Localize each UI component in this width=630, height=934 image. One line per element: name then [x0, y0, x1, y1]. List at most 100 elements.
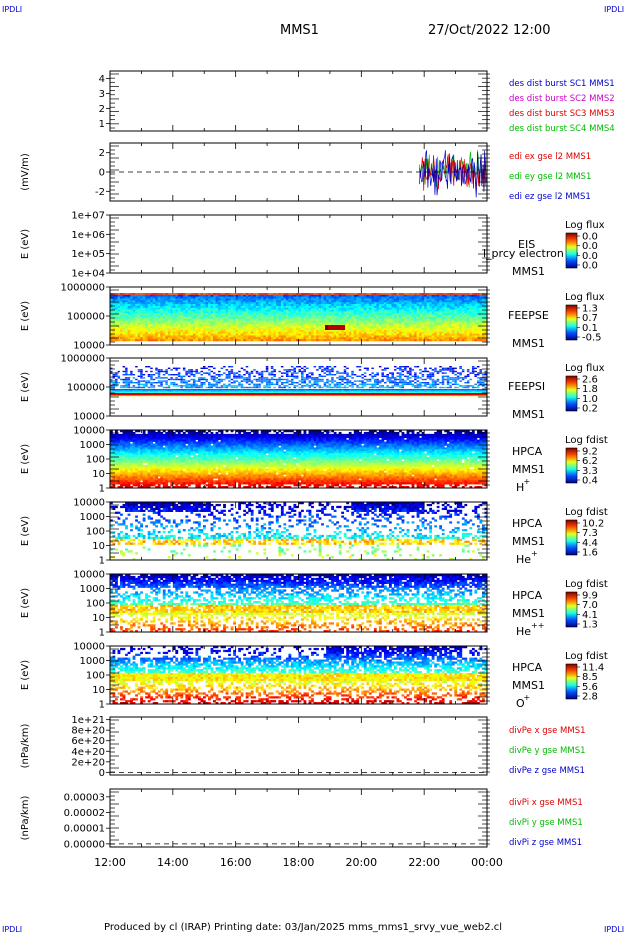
heat-cell — [130, 305, 133, 309]
heat-cell — [195, 293, 199, 296]
heat-cell — [363, 300, 367, 303]
heat-cell — [306, 305, 309, 309]
heat-cell — [223, 366, 226, 368]
heat-cell — [258, 329, 262, 333]
heat-cell — [145, 366, 148, 368]
heat-cell — [167, 317, 171, 320]
heat-cell — [157, 311, 161, 314]
heat-cell — [208, 366, 211, 368]
heat-cell — [444, 304, 448, 307]
heat-cell — [471, 331, 475, 334]
heat-cell — [441, 298, 445, 301]
heat-cell — [348, 315, 352, 318]
heat-cell — [192, 335, 196, 338]
heat-cell — [180, 296, 184, 299]
heat-cell — [323, 311, 327, 314]
heat-cell — [288, 320, 292, 323]
heat-cell — [298, 315, 302, 318]
heat-cell — [476, 311, 480, 314]
heat-cell — [150, 296, 154, 299]
heat-cell — [278, 339, 282, 342]
heat-cell — [444, 293, 448, 296]
heat-cell — [348, 335, 352, 338]
y-tick-label: -2 — [95, 187, 105, 198]
heat-cell — [388, 309, 392, 312]
heat-cell — [230, 317, 234, 320]
heat-cell — [228, 307, 231, 310]
heat-cell — [436, 294, 440, 297]
heat-cell — [220, 329, 224, 333]
heat-cell — [328, 322, 332, 325]
heat-cell — [399, 315, 402, 318]
heat-cell — [250, 329, 254, 333]
heat-cell — [421, 318, 425, 321]
heat-cell — [202, 366, 206, 368]
heat-cell — [258, 309, 262, 312]
legend-entry: edi ez gse l2 MMS1 — [509, 192, 591, 202]
heat-cell — [436, 315, 440, 318]
heat-cell — [190, 300, 194, 303]
heat-cell — [125, 293, 128, 296]
heat-cell — [401, 304, 405, 307]
heat-cell — [190, 305, 194, 309]
heat-cell — [255, 315, 259, 318]
heat-cell — [311, 328, 314, 331]
heat-cell — [210, 337, 214, 340]
heat-cell — [202, 326, 206, 329]
heat-cell — [280, 309, 284, 312]
heat-cell — [152, 390, 156, 392]
heat-cell — [165, 339, 169, 342]
heat-cell — [225, 395, 229, 397]
heat-cell — [293, 313, 297, 316]
heat-cell — [175, 311, 179, 314]
heat-cell — [373, 329, 377, 333]
heat-cell — [210, 331, 214, 334]
heat-cell — [275, 318, 279, 321]
heat-cell — [273, 293, 277, 296]
heat-cell — [192, 304, 196, 307]
heat-cell — [142, 311, 146, 314]
heat-cell — [208, 318, 211, 321]
heat-cell — [220, 326, 224, 329]
heat-cell — [388, 313, 392, 316]
heat-cell — [145, 307, 148, 310]
heat-cell — [240, 304, 244, 307]
heat-cell — [202, 309, 206, 312]
heat-cell — [280, 315, 284, 318]
heat-cell — [208, 329, 211, 333]
heat-cell — [371, 293, 375, 296]
heat-cell — [343, 331, 347, 334]
heat-cell — [140, 395, 143, 397]
heat-cell — [273, 313, 277, 316]
heat-cell — [323, 307, 327, 310]
heat-cell — [378, 307, 382, 310]
heat-cell — [225, 318, 229, 321]
heat-cell — [449, 307, 453, 310]
heat-cell — [283, 296, 287, 299]
heat-cell — [230, 307, 234, 310]
heat-cell — [210, 304, 214, 307]
heat-cell — [461, 333, 465, 336]
heat-cell — [351, 305, 355, 309]
heat-cell — [391, 335, 395, 338]
heat-cell — [331, 296, 334, 299]
heat-cell — [338, 329, 342, 333]
heat-cell — [316, 307, 319, 310]
heat-cell — [150, 294, 154, 297]
heat-cell — [464, 335, 468, 338]
heat-cell — [278, 313, 282, 316]
heat-cell — [250, 339, 254, 342]
heat-cell — [388, 322, 392, 325]
heat-cell — [112, 309, 116, 312]
heat-cell — [243, 337, 247, 340]
heat-cell — [213, 337, 216, 340]
heat-cell — [140, 317, 143, 320]
heat-cell — [225, 307, 229, 310]
heat-cell — [205, 335, 209, 338]
heat-cell — [346, 326, 350, 329]
heat-cell — [187, 309, 191, 312]
heat-cell — [341, 307, 345, 310]
heat-cell — [155, 296, 159, 299]
heat-cell — [225, 389, 229, 391]
heat-cell — [177, 335, 181, 338]
